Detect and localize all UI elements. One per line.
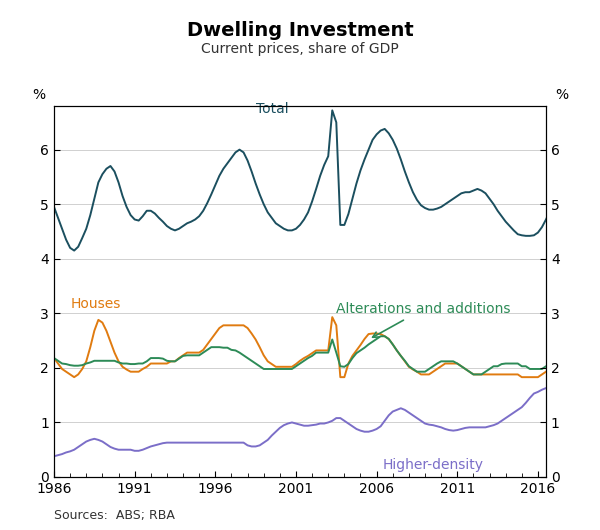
Text: Dwelling Investment: Dwelling Investment [187,21,413,40]
Text: %: % [32,89,45,102]
Text: %: % [555,89,568,102]
Text: Higher-density: Higher-density [383,458,484,472]
Text: Houses: Houses [70,297,121,311]
Text: Alterations and additions: Alterations and additions [336,302,511,337]
Text: Sources:  ABS; RBA: Sources: ABS; RBA [54,509,175,523]
Text: Current prices, share of GDP: Current prices, share of GDP [201,42,399,56]
Text: Total: Total [256,102,288,116]
